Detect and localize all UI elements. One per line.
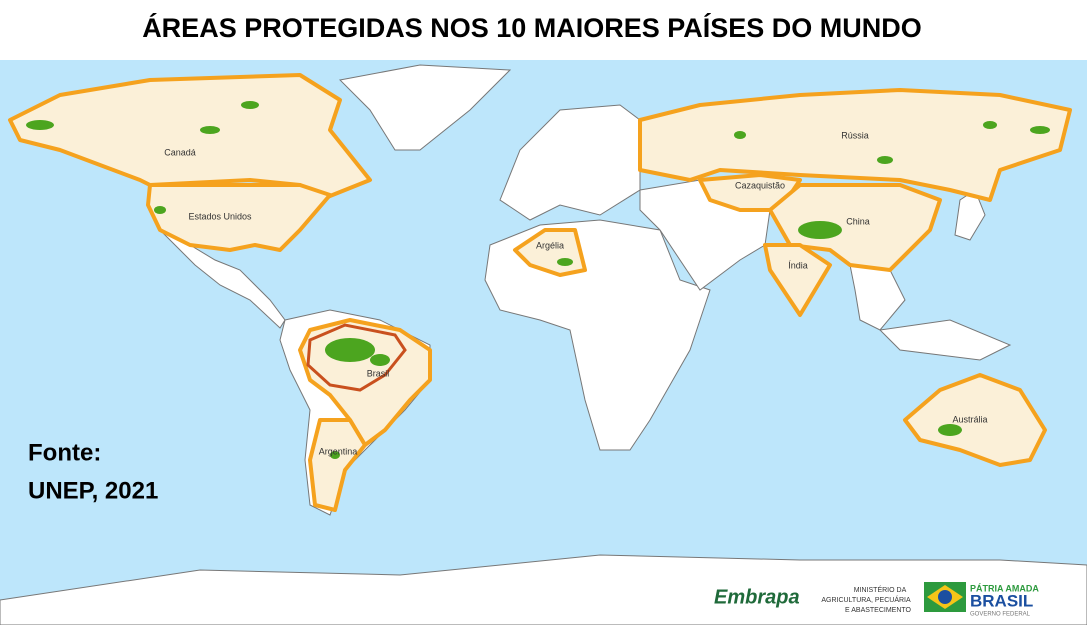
ministry-line: AGRICULTURA, PECUÁRIA	[821, 595, 911, 604]
source-line: Fonte:	[28, 439, 101, 466]
ministry-line: MINISTÉRIO DA	[854, 585, 907, 594]
country-label: Argélia	[536, 240, 564, 250]
country-label: China	[846, 216, 870, 226]
protected-areas	[26, 101, 1050, 459]
country-label: Brasil	[367, 368, 390, 378]
country-label: Estados Unidos	[188, 211, 252, 221]
country-label: Canadá	[164, 147, 196, 157]
land	[0, 64, 1087, 626]
gov-line: PÁTRIA AMADA	[970, 583, 1039, 593]
country-label: Argentina	[319, 446, 358, 456]
gov-line: GOVERNO FEDERAL	[970, 612, 1031, 618]
embrapa-logo: Embrapa	[714, 586, 800, 608]
country-label: Austrália	[952, 414, 987, 424]
country-label: Índia	[788, 260, 808, 270]
country-label: Rússia	[841, 130, 869, 140]
logos: Embrapa MINISTÉRIO DA AGRICULTURA, PECUÁ…	[714, 582, 1039, 618]
country-label: Cazaquistão	[735, 180, 785, 190]
country-labels: Canadá Estados Unidos Rússia Cazaquistão…	[164, 130, 987, 456]
ministry-line: E ABASTECIMENTO	[845, 607, 912, 614]
gov-line: BRASIL	[970, 591, 1033, 610]
title: ÁREAS PROTEGIDAS NOS 10 MAIORES PAÍSES D…	[142, 12, 922, 43]
highlighted-countries	[8, 73, 1072, 512]
source-line: UNEP, 2021	[28, 477, 158, 504]
